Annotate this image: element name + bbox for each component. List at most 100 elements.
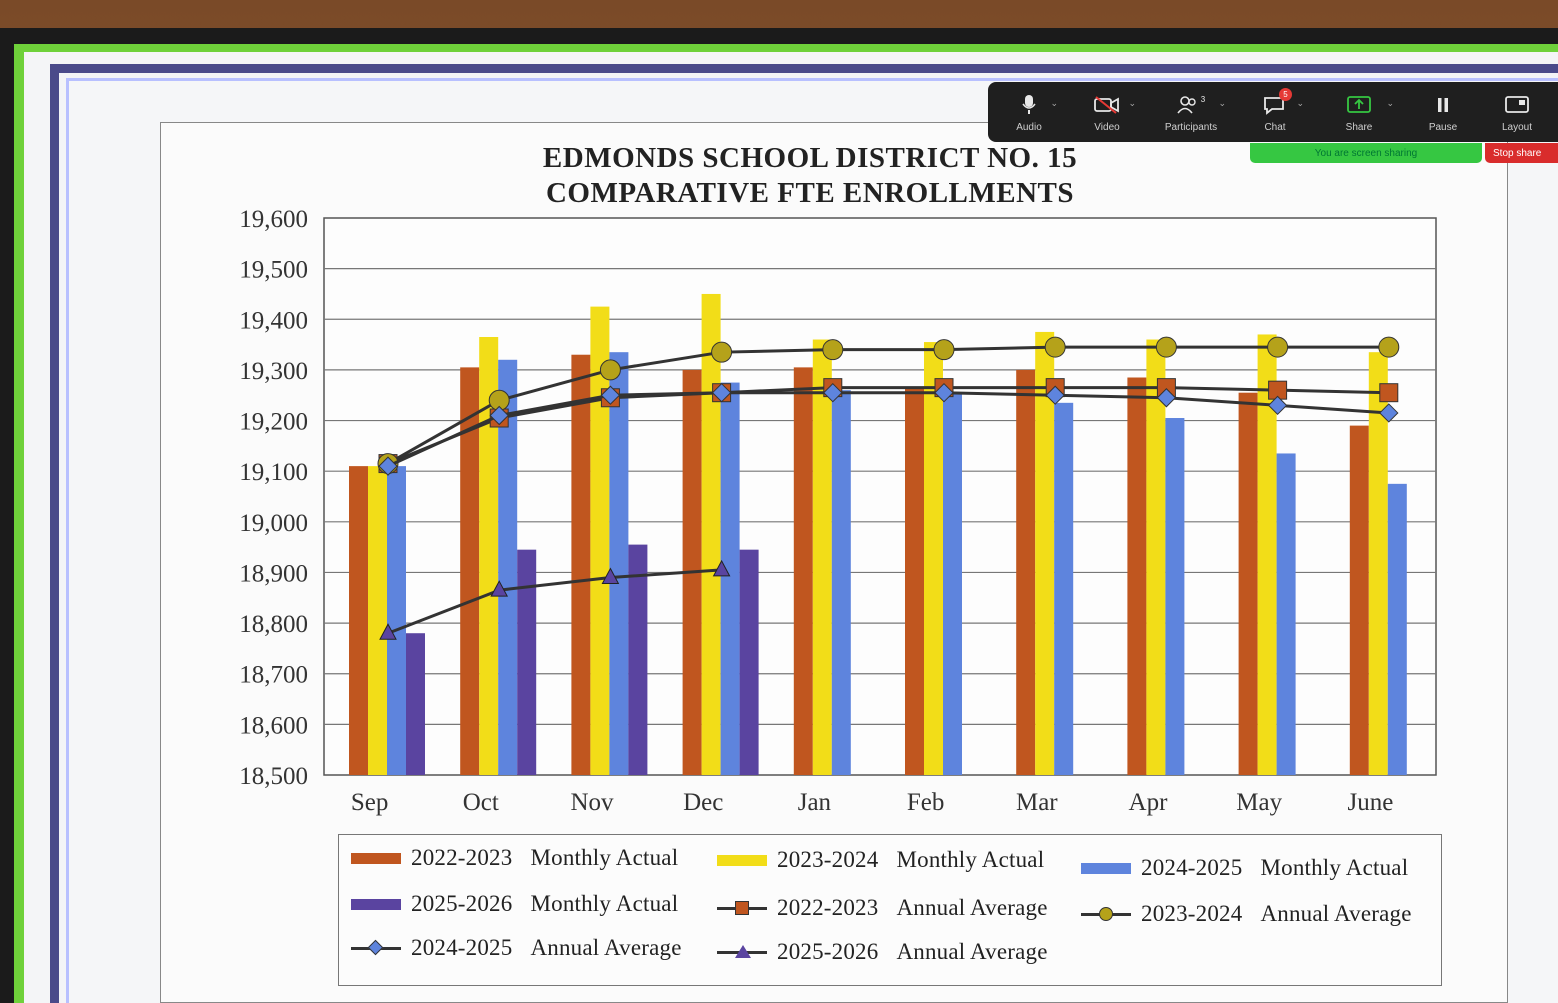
bar	[831, 390, 851, 775]
chevron-down-icon[interactable]: ⌄	[1296, 98, 1304, 108]
legend-swatch-icon	[351, 898, 401, 910]
x-tick-label: June	[1347, 789, 1393, 816]
triangle-marker	[601, 567, 620, 585]
circle-marker	[1155, 336, 1177, 358]
triangle-marker	[712, 559, 731, 577]
audio-label: Audio	[1016, 122, 1042, 133]
diamond-marker	[1267, 395, 1288, 416]
chart-legend: 2022-2023 Monthly Actual 2023-2024 Monthly…	[338, 834, 1442, 986]
circle-marker	[1044, 336, 1066, 358]
x-tick-label: Dec	[683, 789, 723, 816]
share-label: Share	[1345, 122, 1373, 133]
microphone-icon	[1022, 92, 1036, 118]
legend-swatch-icon	[351, 852, 401, 864]
y-tick-label: 19,300	[239, 358, 308, 385]
audio-button[interactable]: Audio ⌄	[990, 82, 1068, 142]
x-tick-label: Nov	[570, 789, 614, 816]
bar	[1016, 369, 1036, 775]
participants-label: Participants	[1164, 122, 1218, 133]
bar	[943, 392, 962, 775]
diamond-marker	[934, 382, 954, 403]
video-label: Video	[1094, 122, 1120, 133]
diamond-marker	[711, 382, 732, 403]
bar	[720, 382, 740, 775]
bar	[1368, 352, 1388, 775]
legend-circle-marker-icon	[1081, 906, 1131, 922]
bar	[924, 342, 943, 775]
stop-share-label: Stop share	[1493, 147, 1542, 159]
circle-marker	[599, 359, 621, 381]
x-tick-label: Mar	[1016, 789, 1058, 816]
y-tick-label: 18,600	[239, 712, 308, 739]
square-marker	[1379, 383, 1399, 403]
screen-sharing-banner: You are screen sharing	[1250, 143, 1482, 163]
chat-button[interactable]: 5 Chat ⌄	[1236, 82, 1314, 142]
layout-icon	[1505, 92, 1529, 118]
chevron-down-icon[interactable]: ⌄	[1128, 98, 1136, 108]
triangle-marker	[490, 580, 509, 597]
legend-item: 2024-2025 Monthly Actual	[1081, 855, 1408, 881]
x-tick-label: Jan	[798, 789, 832, 816]
legend-item: 2025-2026 Annual Average	[717, 939, 1048, 965]
bar	[479, 336, 499, 775]
legend-label: Annual Average	[530, 935, 682, 960]
bar	[812, 339, 832, 775]
legend-item: 2023-2024 Monthly Actual	[717, 847, 1044, 873]
video-button[interactable]: Video ⌄	[1068, 82, 1146, 142]
bar	[498, 359, 518, 775]
bar	[460, 367, 480, 775]
video-camera-icon	[1094, 92, 1120, 118]
chat-label: Chat	[1264, 122, 1286, 133]
bar	[609, 352, 629, 775]
bar	[1349, 425, 1369, 775]
chevron-down-icon[interactable]: ⌄	[1050, 98, 1058, 108]
bar	[739, 549, 759, 775]
x-tick-label: Feb	[907, 789, 945, 816]
bar	[387, 466, 406, 775]
participants-count: 3	[1200, 94, 1206, 104]
legend-label: Annual Average	[896, 895, 1048, 920]
share-button[interactable]: Share ⌄	[1314, 82, 1404, 142]
chevron-down-icon[interactable]: ⌄	[1218, 98, 1226, 108]
circle-marker	[933, 339, 955, 361]
diamond-marker	[1379, 403, 1399, 423]
legend-square-marker-icon	[717, 900, 767, 916]
bar	[571, 354, 591, 775]
legend-year: 2022-2023	[777, 895, 879, 920]
diamond-marker	[378, 456, 398, 476]
legend-year: 2024-2025	[1141, 855, 1243, 880]
x-tick-label: May	[1236, 789, 1282, 816]
chat-icon: 5	[1263, 88, 1292, 118]
bar	[905, 387, 924, 775]
series-line	[387, 386, 1389, 465]
pause-button[interactable]: Pause	[1404, 82, 1482, 142]
bar	[349, 466, 368, 775]
bar	[1127, 377, 1147, 775]
y-tick-label: 18,800	[239, 611, 308, 638]
x-tick-label: Apr	[1129, 789, 1169, 816]
triangle-marker	[379, 623, 397, 640]
bar	[590, 306, 610, 775]
chevron-down-icon[interactable]: ⌄	[1386, 98, 1394, 108]
legend-item: 2022-2023 Annual Average	[717, 895, 1048, 921]
sharing-status-text: You are screen sharing	[1314, 147, 1418, 159]
legend-label: Annual Average	[1260, 901, 1412, 926]
diamond-marker	[823, 382, 843, 403]
participants-button[interactable]: 3 Participants ⌄	[1146, 82, 1236, 142]
y-tick-label: 19,400	[239, 307, 308, 334]
chart-title: EDMONDS SCHOOL DISTRICT NO. 15	[542, 142, 1078, 174]
bar	[406, 633, 425, 775]
chat-badge: 5	[1279, 88, 1292, 101]
legend-year: 2024-2025	[411, 935, 513, 960]
legend-label: Monthly Actual	[896, 847, 1045, 872]
pause-icon	[1436, 92, 1450, 118]
layout-label: Layout	[1501, 122, 1533, 133]
legend-item: 2022-2023 Monthly Actual	[351, 845, 678, 871]
bar	[368, 466, 387, 775]
stop-share-button[interactable]: Stop share	[1485, 143, 1558, 163]
bar	[517, 549, 537, 775]
bar	[1276, 453, 1296, 775]
legend-triangle-marker-icon	[717, 944, 767, 960]
legend-diamond-marker-icon	[351, 939, 401, 956]
layout-button[interactable]: Layout	[1482, 82, 1552, 142]
